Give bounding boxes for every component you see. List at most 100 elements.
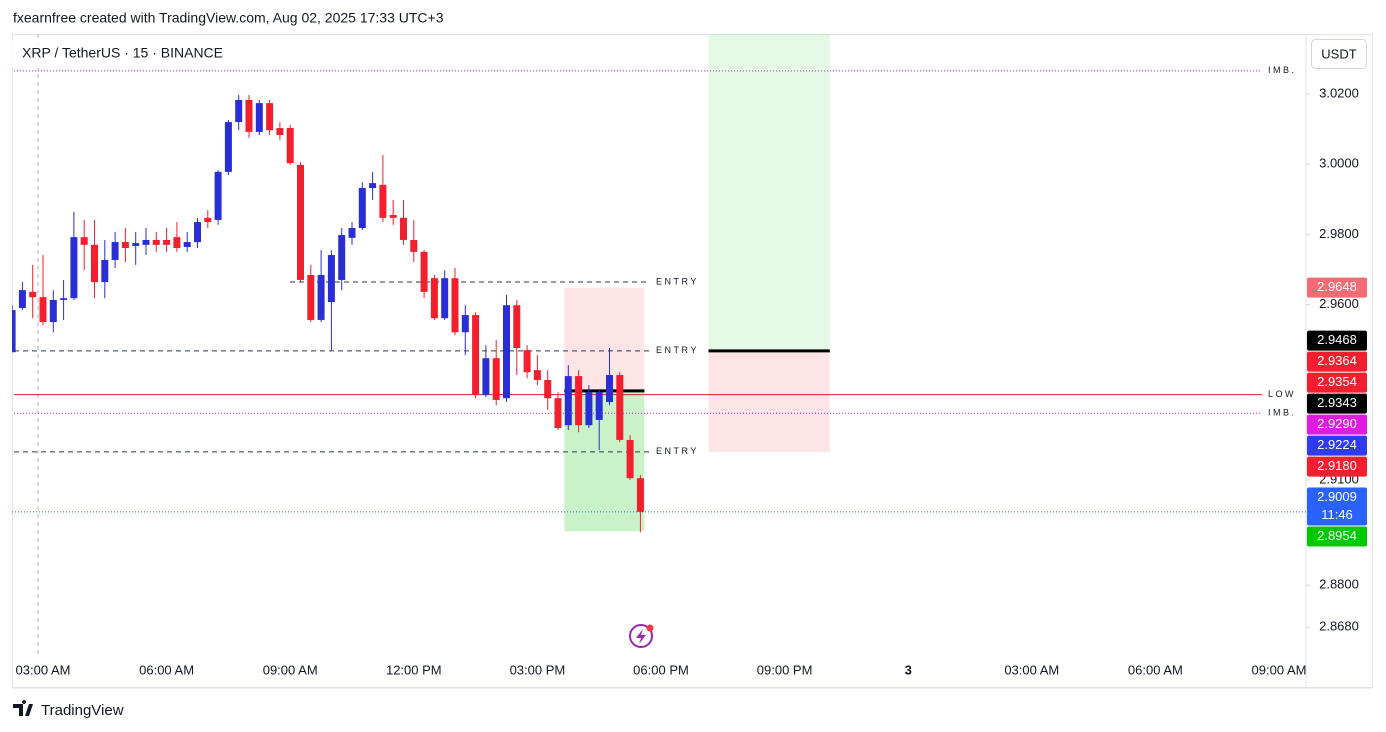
price-label: 2.9290 [1317,416,1357,431]
price-label: 2.9009 [1317,489,1357,504]
candle-body [554,398,562,429]
candle-body [461,315,469,333]
time-axis: 03:00 AM 06:00 AM 09:00 AM 12:00 PM 03:00 PM… [16,662,1307,677]
price-label-bg [1307,487,1367,526]
price-label: 2.9364 [1317,353,1357,368]
icon-dot[interactable] [646,624,654,632]
attribution: fxearnfree created with TradingView.com,… [13,10,444,26]
candle-body [338,235,346,280]
candle-body [430,278,438,319]
candle-body [132,243,140,246]
x-tick-label: 03:00 AM [16,662,71,677]
candle-body [255,103,263,132]
price-label-bg [1307,372,1367,393]
x-tick-label: 09:00 AM [263,662,318,677]
level-label: ENTRY [656,345,699,355]
price-label: 2.9224 [1317,437,1357,452]
stop-zone [564,287,645,391]
x-tick-label: 09:00 PM [757,662,813,677]
level-label: ENTRY [656,446,699,456]
x-tick-label: 3 [905,662,912,677]
candle-body [70,237,78,299]
price-label-bg [1307,277,1367,298]
x-tick-label: 03:00 AM [1004,662,1059,677]
candle-body [152,239,160,245]
candle-body [224,122,232,172]
symbol-title: XRP / TetherUS · 15 · BINANCE [22,45,223,61]
y-tick-label: 2.8680 [1319,619,1359,634]
price-label-bg [1307,330,1367,351]
y-tick-label: 2.9800 [1319,226,1359,241]
candle-body [451,278,459,333]
replay-icon[interactable] [629,624,654,648]
x-tick-label: 03:00 PM [510,662,566,677]
candle-body [142,239,150,245]
brand-logo: TradingView [13,700,124,719]
candle-body [492,358,500,400]
candle-body [400,217,407,240]
candle-body [111,242,119,260]
price-label-bg [1307,456,1367,477]
stop-zone [708,350,830,452]
candle-body [214,171,222,220]
price-label-bg [1307,526,1367,547]
price-label: 2.9468 [1317,332,1357,347]
candle-body [636,478,644,512]
candle-body [317,275,325,320]
candle-body [533,370,541,380]
level-label: IMB. [1268,65,1297,75]
candle-body [12,310,16,353]
candle-body [121,242,129,249]
target-zone [708,34,830,351]
currency-button[interactable] [1311,39,1367,69]
candle-body [286,128,294,164]
candle-body [183,242,191,247]
candle-body [564,376,572,426]
candle-body [606,375,613,403]
y-tick-label: 3.0000 [1319,156,1359,171]
candle-body [389,215,397,218]
candle-body [513,305,521,349]
candle-body [91,244,98,283]
candle-body [575,376,583,426]
chart-frame [12,34,1373,688]
candle-body [307,275,315,320]
candle-body [379,184,387,218]
candle-body [369,183,377,189]
currency[interactable]: USDT [1321,46,1356,61]
icon-bolt[interactable] [636,629,646,644]
candle-body [18,290,26,309]
level-label: LOW [1268,389,1296,399]
price-label-bg [1307,435,1367,456]
candle-body [482,358,490,396]
candle-body [80,237,88,245]
candle-body [544,379,552,399]
candle-body [49,299,57,323]
candle-body [101,259,109,283]
candle-body [626,439,634,479]
y-tick-label: 3.0200 [1319,85,1359,100]
candle-body [163,239,171,245]
price-label-bg [1307,351,1367,372]
x-tick-label: 06:00 AM [139,662,194,677]
candle-body [266,103,274,131]
icon-ring[interactable] [629,624,653,648]
x-tick-label: 09:00 AM [1252,662,1307,677]
y-tick-label: 2.9600 [1319,296,1359,311]
price-label: 2.8954 [1317,528,1357,543]
brand: TradingView [41,702,124,719]
candle-body [616,375,624,440]
candle-body [204,217,212,223]
candle-body [472,315,480,396]
price-label-bg [1307,414,1367,435]
candle-body [276,128,284,136]
candle-body [410,239,418,252]
candle-body [523,350,531,373]
legend-bg [12,40,242,68]
candle-body [441,278,449,319]
logo-mark [13,700,33,716]
candle-body [585,392,593,426]
candle-body [194,222,201,243]
